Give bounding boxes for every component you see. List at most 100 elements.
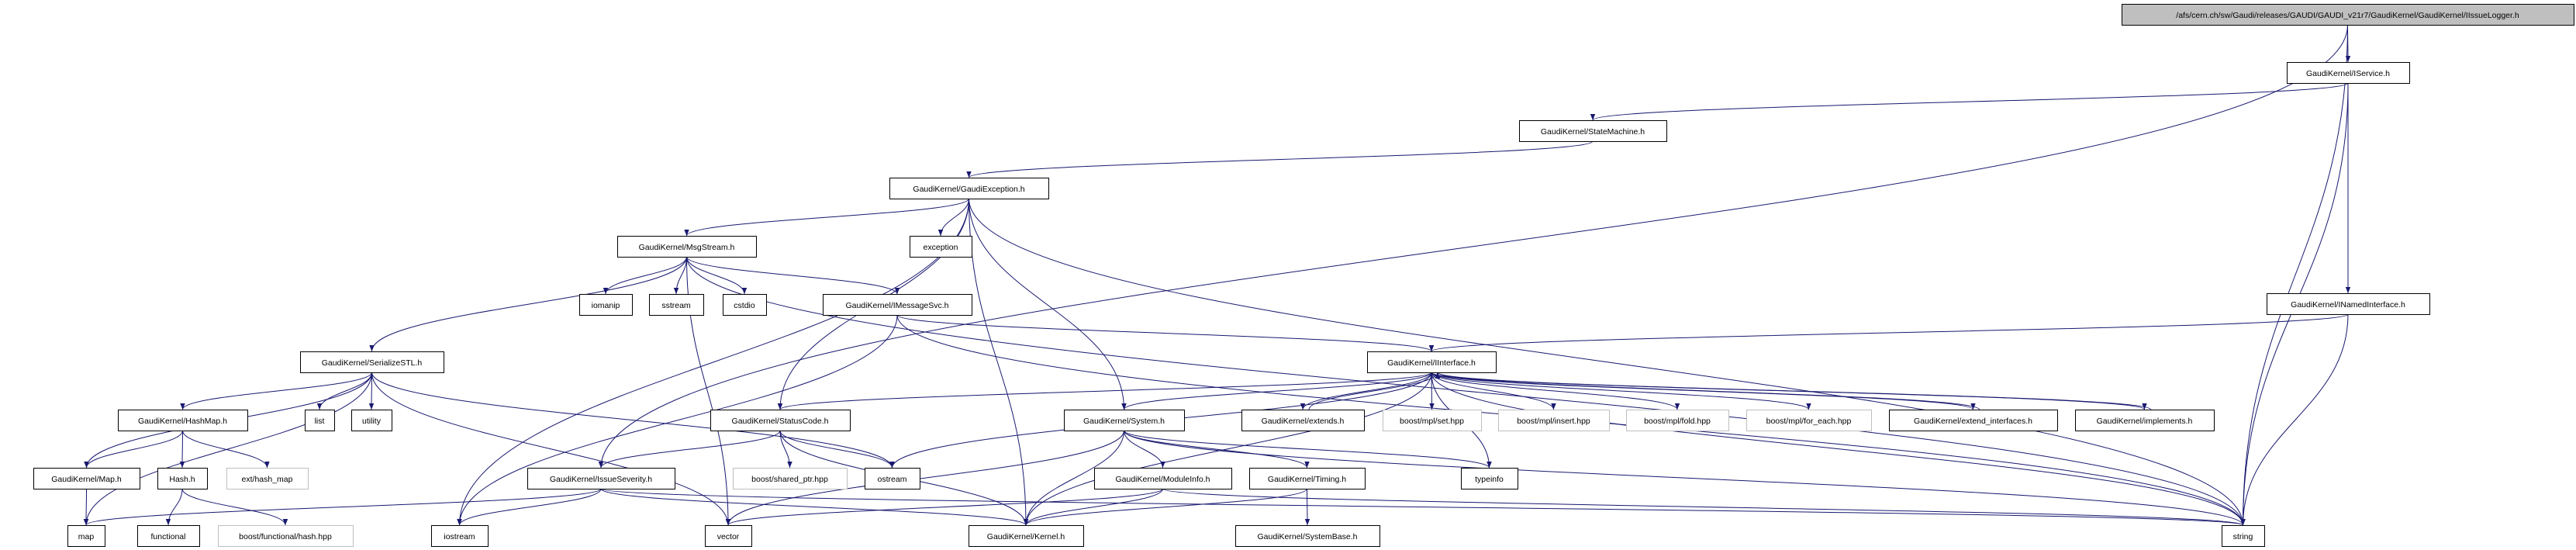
node-INamedInterface[interactable]: GaudiKernel/INamedInterface.h (2267, 293, 2430, 315)
node-box (1461, 468, 1518, 489)
node-mplforeach[interactable]: boost/mpl/for_each.hpp (1746, 410, 1872, 431)
node-HashMap[interactable]: GaudiKernel/HashMap.h (118, 410, 248, 431)
node-list[interactable]: list (305, 410, 335, 431)
node-implements[interactable]: GaudiKernel/implements.h (2075, 410, 2215, 431)
node-label: GaudiKernel/ModuleInfo.h (1116, 475, 1210, 484)
node-Kernel[interactable]: GaudiKernel/Kernel.h (969, 525, 1084, 547)
edge-IssueSeverity-to-map (84, 488, 602, 526)
node-typeinfo[interactable]: typeinfo (1461, 468, 1518, 489)
edge-root-to-IssueSeverity (598, 24, 2348, 469)
node-label: GaudiKernel/IInterface.h (1387, 358, 1476, 368)
node-box (2122, 4, 2574, 26)
node-SystemBase[interactable]: GaudiKernel/SystemBase.h (1235, 525, 1380, 547)
node-MsgStream[interactable]: GaudiKernel/MsgStream.h (617, 236, 757, 258)
edge-IInterface-to-string (1431, 372, 2246, 526)
node-extends[interactable]: GaudiKernel/extends.h (1241, 410, 1365, 431)
node-StateMachine[interactable]: GaudiKernel/StateMachine.h (1519, 120, 1667, 142)
edge-System-to-Kernel (1023, 430, 1124, 526)
node-utility[interactable]: utility (351, 410, 392, 431)
node-box (300, 351, 444, 373)
node-sstream[interactable]: sstream (649, 294, 704, 316)
node-label: GaudiKernel/StatusCode.h (732, 417, 829, 426)
node-label: GaudiKernel/implements.h (2097, 417, 2193, 426)
node-shared_ptr[interactable]: boost/shared_ptr.hpp (733, 468, 848, 489)
node-HashH[interactable]: Hash.h (157, 468, 208, 489)
node-label: utility (362, 417, 382, 426)
node-label: ext/hash_map (242, 475, 293, 484)
node-label: iomanip (592, 301, 620, 310)
node-box (33, 468, 140, 489)
node-exception[interactable]: exception (910, 236, 972, 258)
node-System[interactable]: GaudiKernel/System.h (1064, 410, 1185, 431)
node-box (1241, 410, 1365, 431)
node-label: boost/functional/hash.hpp (239, 532, 332, 541)
node-iomanip[interactable]: iomanip (579, 294, 633, 316)
edge-SerializeSTL-to-utility (368, 372, 375, 410)
node-box (2075, 410, 2215, 431)
node-box (527, 468, 675, 489)
node-label: GaudiKernel/IService.h (2306, 69, 2390, 78)
node-functional[interactable]: functional (137, 525, 200, 547)
node-StatusCode[interactable]: GaudiKernel/StatusCode.h (710, 410, 851, 431)
node-IMessageSvc[interactable]: GaudiKernel/IMessageSvc.h (823, 294, 972, 316)
node-label: GaudiKernel/INamedInterface.h (2291, 300, 2405, 310)
node-Timing[interactable]: GaudiKernel/Timing.h (1249, 468, 1366, 489)
node-ModuleInfo[interactable]: GaudiKernel/ModuleInfo.h (1094, 468, 1232, 489)
edge-System-to-vector (725, 430, 1124, 526)
node-box (2287, 62, 2410, 84)
node-label: GaudiKernel/GaudiException.h (913, 185, 1024, 194)
node-mplinsert[interactable]: boost/mpl/insert.hpp (1498, 410, 1610, 431)
node-IssueSeverity[interactable]: GaudiKernel/IssueSeverity.h (527, 468, 675, 489)
node-MapH[interactable]: GaudiKernel/Map.h (33, 468, 140, 489)
node-ostream[interactable]: ostream (865, 468, 920, 489)
node-box (865, 468, 920, 489)
node-box (226, 468, 309, 489)
node-box (431, 525, 489, 547)
node-label: boost/mpl/set.hpp (1400, 417, 1464, 426)
edge-System-to-Timing (1124, 430, 1310, 469)
edge-IInterface-to-StatusCode (778, 372, 1432, 410)
edge-MsgStream-to-cstdio (686, 256, 748, 295)
node-mplset[interactable]: boost/mpl/set.hpp (1383, 410, 1482, 431)
node-map[interactable]: map (67, 525, 105, 547)
edge-System-to-typeinfo (1124, 430, 1492, 469)
node-label: cstdio (734, 301, 755, 310)
node-extend_interfaces[interactable]: GaudiKernel/extend_interfaces.h (1889, 410, 2058, 431)
edge-IssueSeverity-to-iostream (457, 488, 602, 526)
node-label: GaudiKernel/SystemBase.h (1258, 532, 1358, 541)
edge-ModuleInfo-to-Kernel (1023, 488, 1163, 526)
node-vector[interactable]: vector (705, 525, 752, 547)
node-label: boost/mpl/fold.hpp (1644, 417, 1711, 426)
node-root[interactable]: /afs/cern.ch/sw/Gaudi/releases/GAUDI/GAU… (2122, 4, 2574, 26)
node-label: string (2233, 532, 2253, 541)
node-string[interactable]: string (2222, 525, 2265, 547)
node-label: iostream (444, 532, 475, 541)
edge-HashMap-to-ext_hash_map (182, 430, 270, 469)
node-IInterface[interactable]: GaudiKernel/IInterface.h (1367, 351, 1497, 373)
node-iostream[interactable]: iostream (431, 525, 489, 547)
node-fhash[interactable]: boost/functional/hash.hpp (218, 525, 354, 547)
edge-MsgStream-to-SerializeSTL (369, 256, 687, 352)
node-cstdio[interactable]: cstdio (723, 294, 767, 316)
edge-MsgStream-to-string (686, 256, 2246, 526)
node-box (218, 525, 354, 547)
node-label: GaudiKernel/extends.h (1262, 417, 1345, 426)
node-mplfold[interactable]: boost/mpl/fold.hpp (1626, 410, 1729, 431)
node-label: GaudiKernel/HashMap.h (138, 417, 227, 426)
edge-SerializeSTL-to-vector (371, 372, 731, 526)
edge-StatusCode-to-ostream (779, 430, 895, 469)
edge-IInterface-to-mplforeach (1431, 372, 1811, 410)
node-IService[interactable]: GaudiKernel/IService.h (2287, 62, 2410, 84)
node-SerializeSTL[interactable]: GaudiKernel/SerializeSTL.h (300, 351, 444, 373)
node-box (67, 525, 105, 547)
edge-IssueSeverity-to-Kernel (600, 488, 1028, 526)
node-box (1235, 525, 1380, 547)
edge-MapH-to-map (83, 488, 89, 526)
node-label: ostream (878, 475, 907, 484)
node-ext_hash_map[interactable]: ext/hash_map (226, 468, 309, 489)
edge-IInterface-to-mplfold (1431, 372, 1680, 410)
edge-SerializeSTL-to-HashMap (180, 372, 372, 410)
edge-Timing-to-Kernel (1023, 488, 1307, 526)
node-GaudiException[interactable]: GaudiKernel/GaudiException.h (889, 178, 1049, 199)
edge-extends-to-IInterface (1308, 372, 1441, 410)
